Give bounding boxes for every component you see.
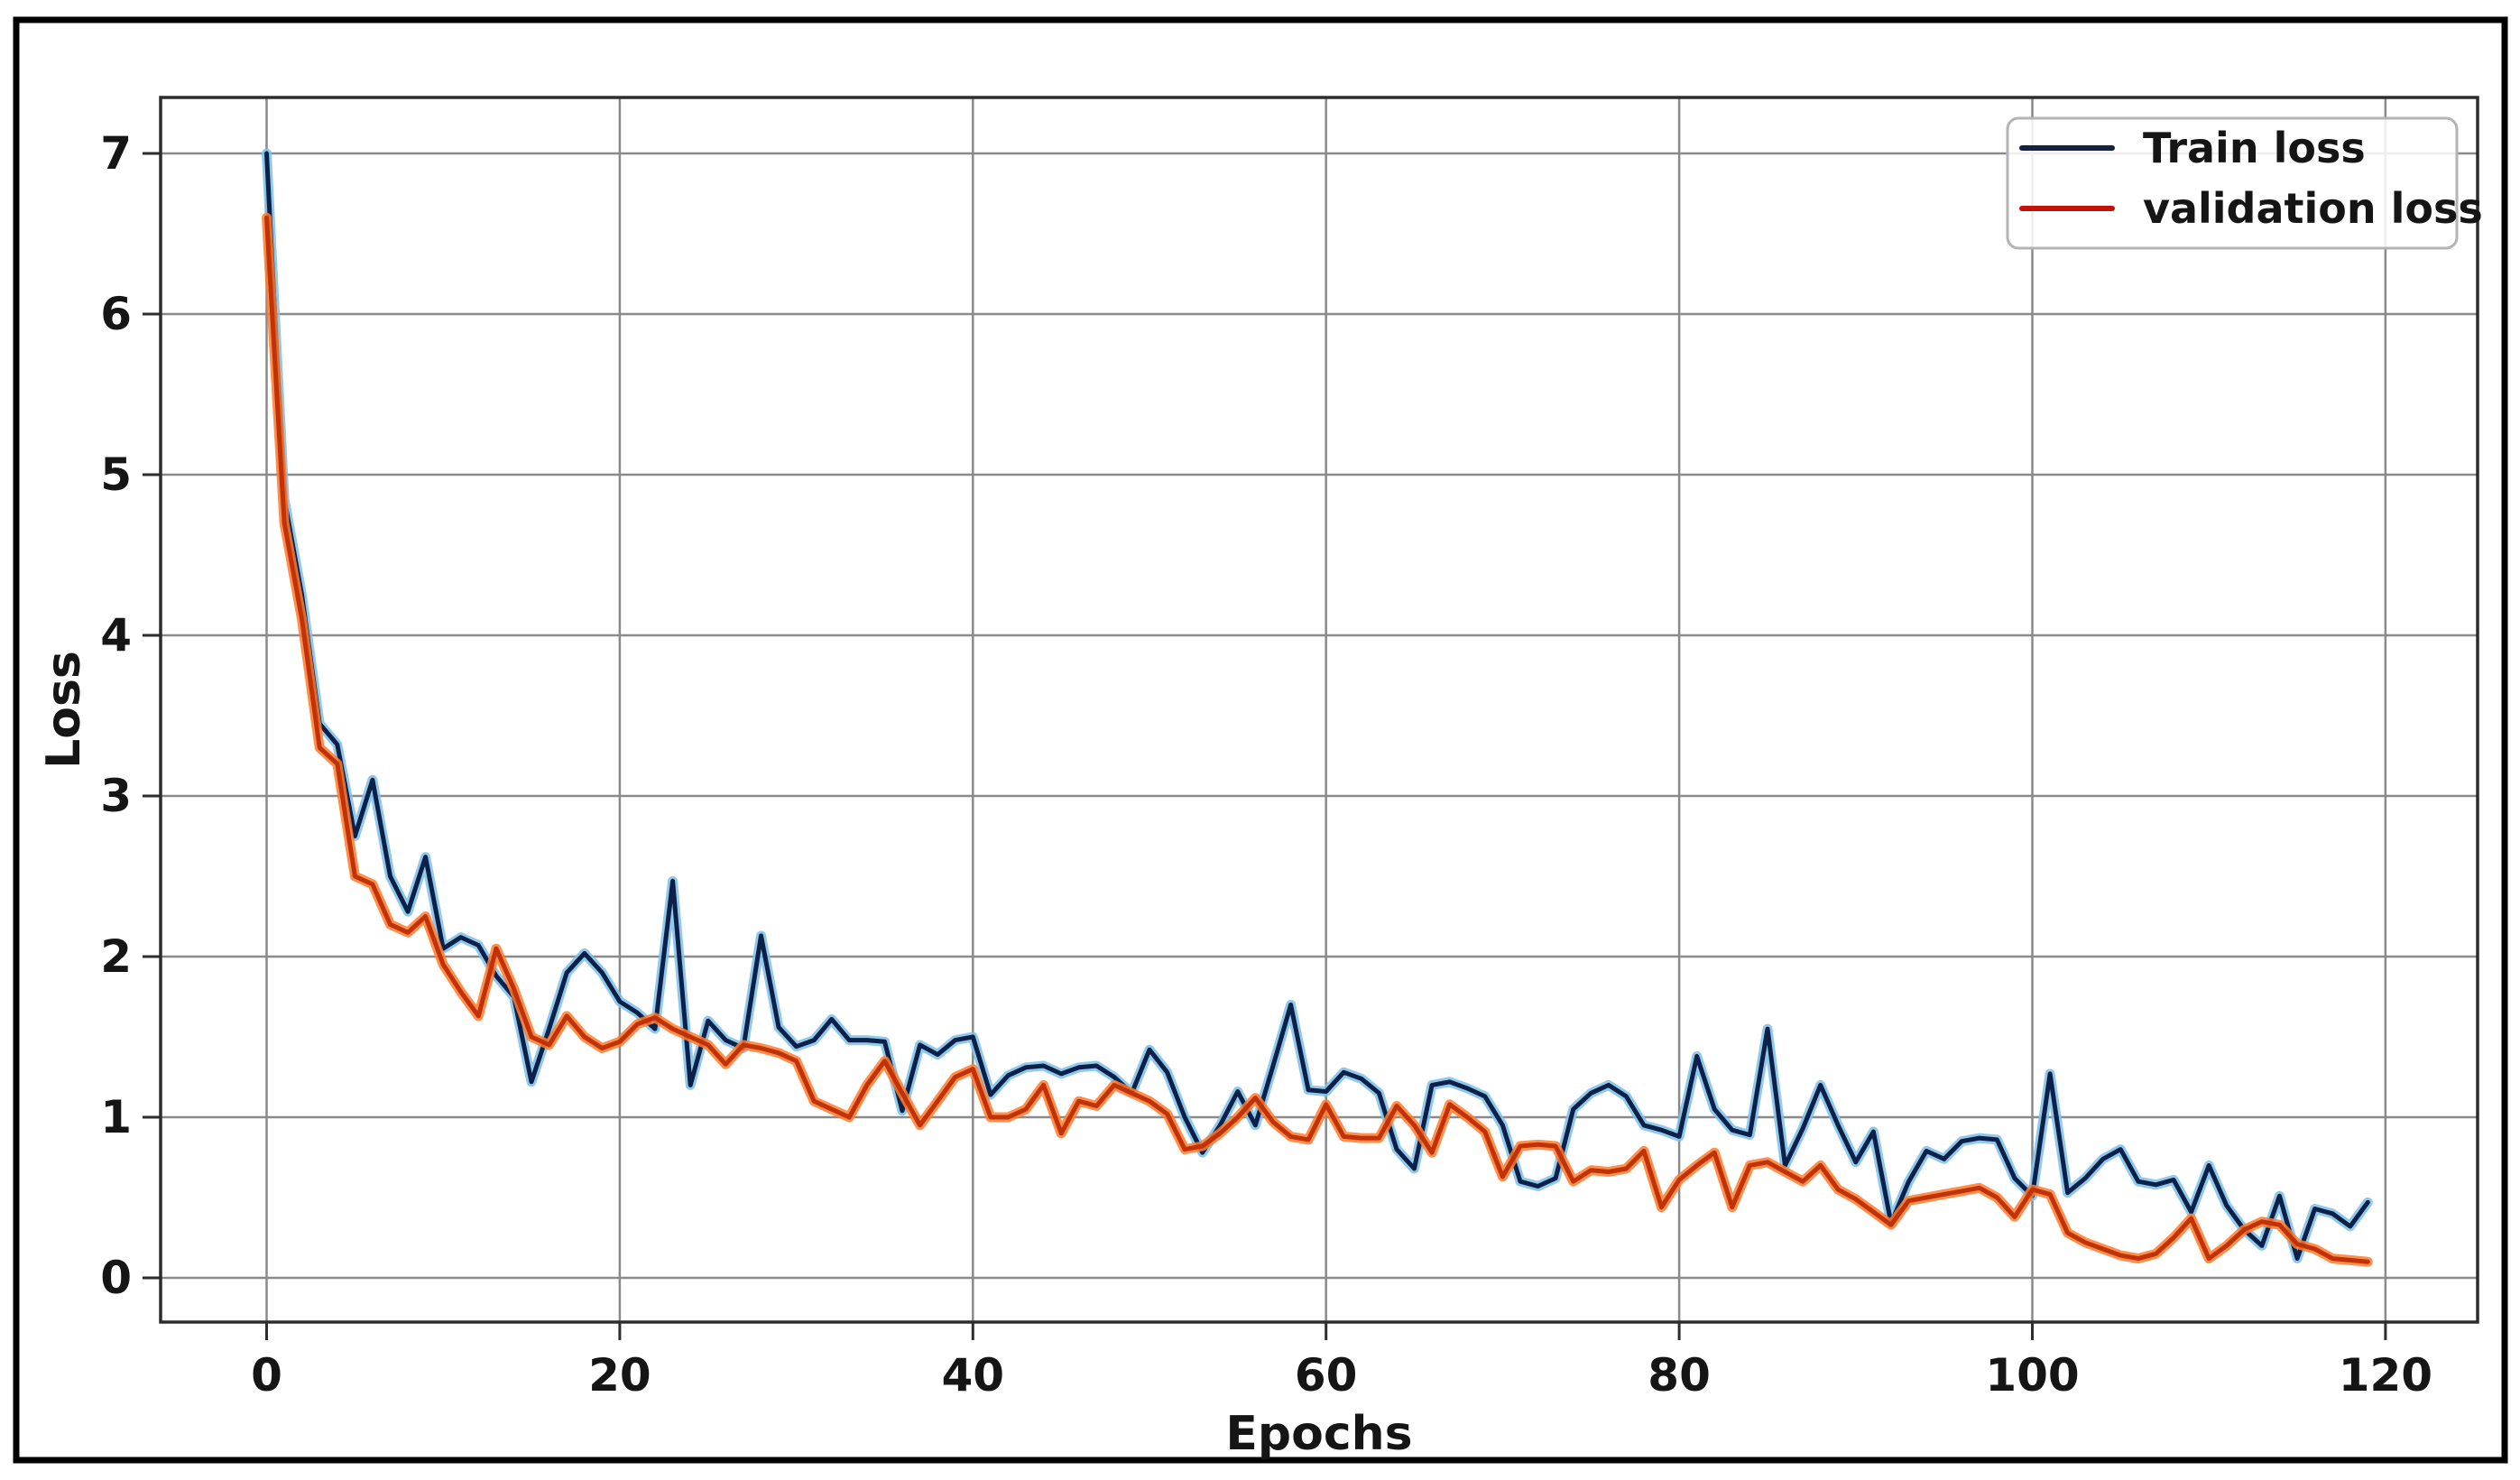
legend-box	[2006, 116, 2459, 250]
plot-border	[159, 96, 2479, 1324]
x-tick-label: 100	[1985, 1349, 2079, 1401]
series-core	[264, 151, 2370, 1262]
x-tick-label: 60	[1295, 1349, 1358, 1401]
y-tick-label: 4	[100, 609, 132, 661]
x-tick-label: 40	[942, 1349, 1005, 1401]
x-tick-label: 20	[588, 1349, 651, 1401]
y-tick-label: 3	[100, 770, 132, 822]
y-tick-label: 7	[100, 127, 132, 180]
x-tick-label: 80	[1648, 1349, 1711, 1401]
x-tick-label: 120	[2339, 1349, 2432, 1401]
y-tick-label: 2	[100, 930, 132, 983]
series-core	[264, 215, 2370, 1264]
x-tick-label: 0	[251, 1349, 282, 1401]
legend: Train loss validation loss	[2006, 116, 2483, 250]
y-tick-label: 6	[100, 288, 132, 340]
train-loss-line	[262, 148, 2373, 1264]
y-tick-label: 0	[100, 1252, 132, 1304]
y-axis-label: Loss	[37, 651, 91, 769]
validation-loss-legend-label: validation loss	[2143, 184, 2483, 233]
x-axis-label: Epochs	[1225, 1407, 1412, 1461]
validation-loss-line	[262, 212, 2373, 1267]
y-tick-label: 1	[100, 1091, 132, 1143]
y-tick-label: 5	[100, 449, 132, 501]
train-loss-legend-label: Train loss	[2143, 124, 2366, 172]
axes: 0 20 40 60 80 100 120 0 1 2 3 4 5 6 7 Epochs Loss	[37, 127, 2432, 1461]
figure-border	[13, 16, 2508, 1464]
